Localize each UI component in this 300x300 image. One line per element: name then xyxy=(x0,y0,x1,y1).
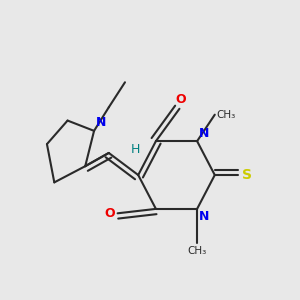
Text: N: N xyxy=(95,116,106,129)
Text: CH₃: CH₃ xyxy=(188,246,207,256)
Text: CH₃: CH₃ xyxy=(216,110,236,120)
Text: O: O xyxy=(105,207,115,220)
Text: S: S xyxy=(242,168,252,182)
Text: O: O xyxy=(176,93,186,106)
Text: H: H xyxy=(131,143,140,157)
Text: N: N xyxy=(199,210,209,224)
Text: N: N xyxy=(199,127,209,140)
